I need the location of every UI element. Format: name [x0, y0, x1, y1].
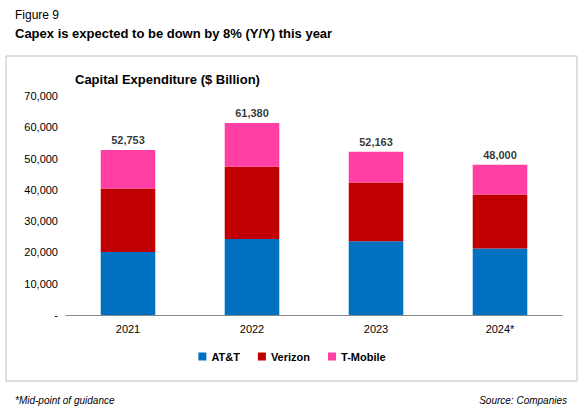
- svg-text:Capital Expenditure ($ Billion: Capital Expenditure ($ Billion): [75, 72, 260, 87]
- svg-text:20,000: 20,000: [24, 246, 58, 258]
- svg-text:T-Mobile: T-Mobile: [341, 351, 386, 363]
- svg-text:48,000: 48,000: [483, 149, 517, 161]
- svg-text:10,000: 10,000: [24, 278, 58, 290]
- svg-text:Capex is expected to be down b: Capex is expected to be down by 8% (Y/Y)…: [15, 26, 332, 41]
- svg-text:Verizon: Verizon: [271, 351, 310, 363]
- svg-text:30,000: 30,000: [24, 215, 58, 227]
- svg-text:61,380: 61,380: [235, 107, 269, 119]
- svg-text:-: -: [54, 309, 58, 321]
- svg-text:52,753: 52,753: [111, 134, 145, 146]
- svg-text:50,000: 50,000: [24, 153, 58, 165]
- svg-text:AT&T: AT&T: [211, 351, 240, 363]
- svg-text:60,000: 60,000: [24, 121, 58, 133]
- svg-text:2022: 2022: [240, 323, 264, 335]
- svg-text:Source: Companies: Source: Companies: [479, 395, 567, 406]
- svg-text:52,163: 52,163: [359, 136, 393, 148]
- svg-text:*Mid-point of guidance: *Mid-point of guidance: [15, 395, 115, 406]
- svg-text:2021: 2021: [116, 323, 140, 335]
- svg-text:70,000: 70,000: [24, 90, 58, 102]
- svg-text:Figure 9: Figure 9: [15, 8, 59, 22]
- svg-text:40,000: 40,000: [24, 184, 58, 196]
- svg-text:2023: 2023: [364, 323, 388, 335]
- svg-text:2024*: 2024*: [486, 323, 515, 335]
